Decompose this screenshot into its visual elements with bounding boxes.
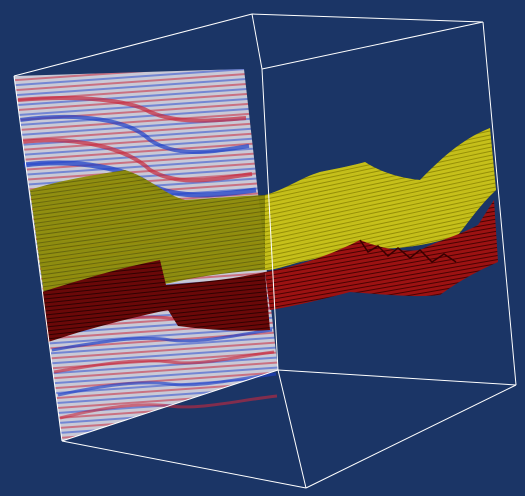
upper-horizon-surface — [30, 128, 496, 295]
bounding-box-front — [13, 13, 517, 489]
lower-horizon-surface — [42, 200, 498, 342]
bounding-box-back — [251, 13, 517, 386]
